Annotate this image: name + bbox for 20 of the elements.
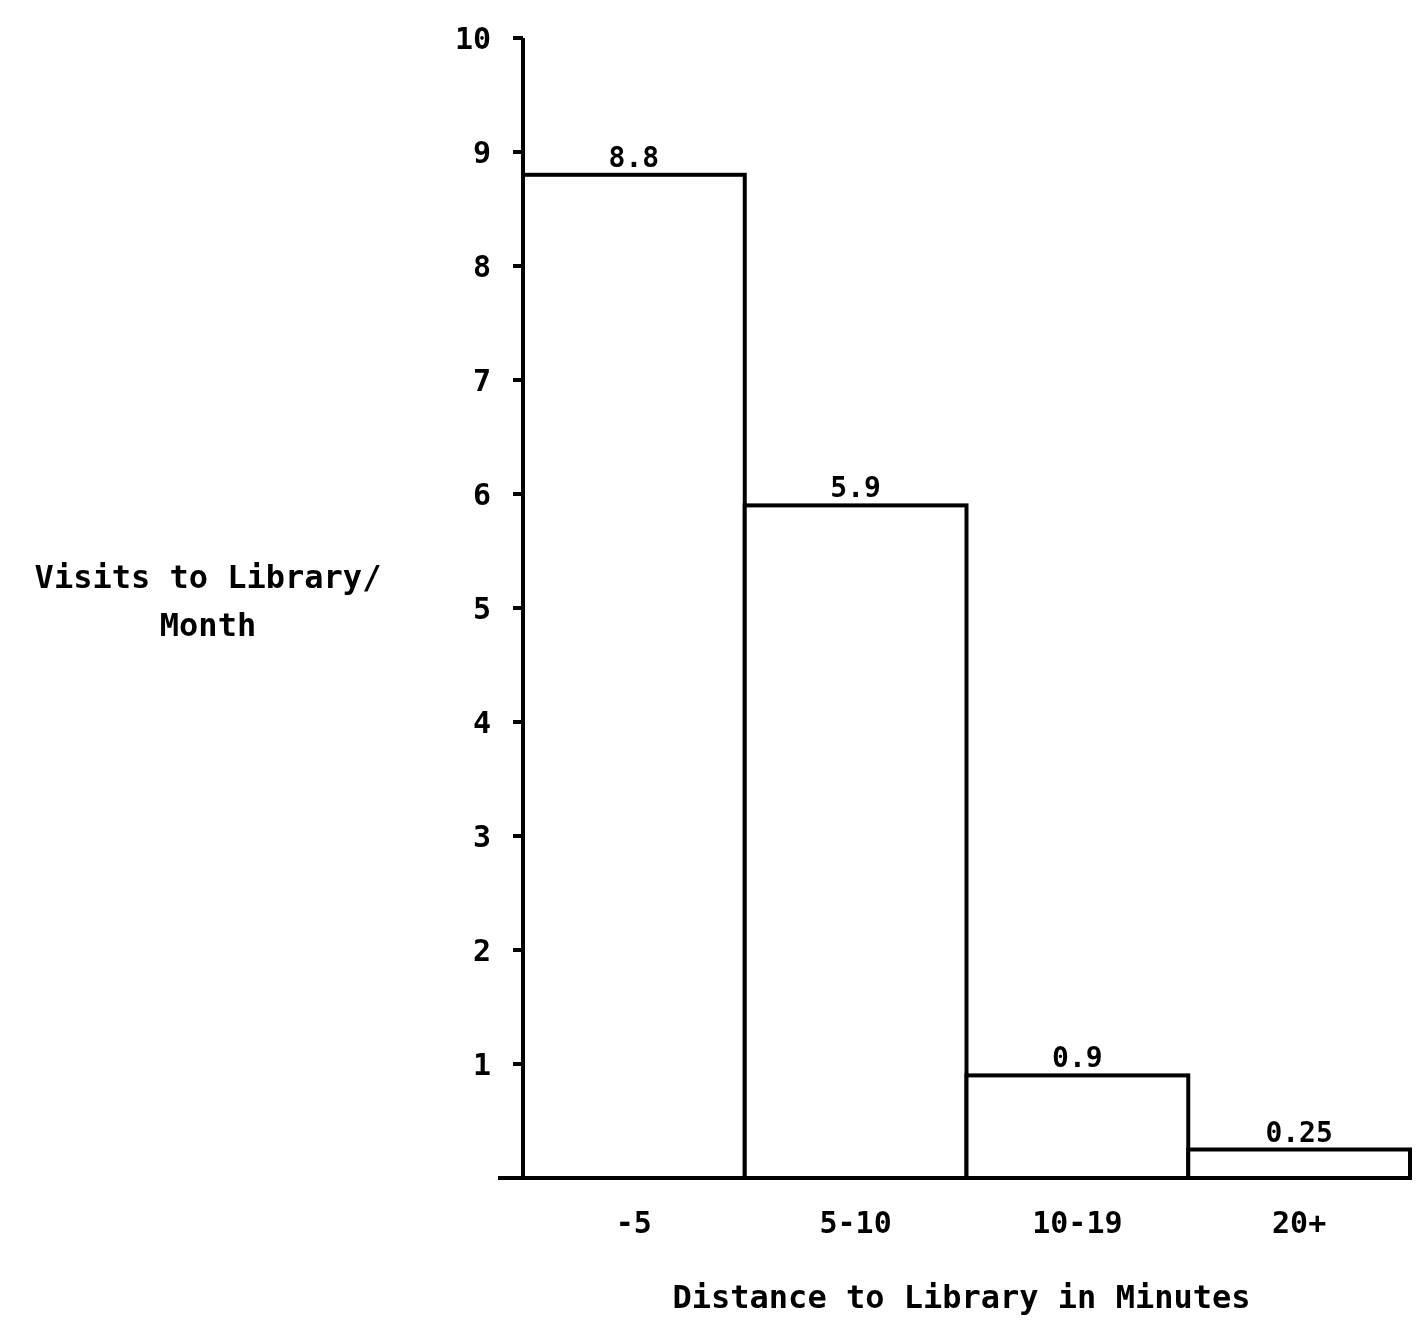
data-label: 0.25 [1265,1115,1333,1149]
data-label: 8.8 [608,140,660,174]
y-axis-title: Visits to Library/ Month [34,558,382,644]
y-tick-label: 2 [472,932,491,968]
x-tick-label: 20+ [1272,1205,1327,1240]
y-tick-label: 7 [472,362,491,398]
y-tick-label: 9 [472,134,491,170]
data-label: 0.9 [1052,1041,1103,1075]
y-tick-label: 8 [472,248,491,284]
y-tick-label: 4 [472,704,491,740]
data-label: 5.9 [830,471,881,505]
x-axis-title: Distance to Library in Minutes [672,1278,1251,1316]
y-tick-label: 6 [472,476,491,512]
x-tick-label: 5-10 [819,1205,892,1240]
x-tick-label: -5 [615,1205,652,1240]
y-tick-label: 1 [472,1046,491,1082]
x-tick-label: 10-19 [1032,1205,1123,1240]
y-tick-label: 5 [472,590,491,626]
y-tick-label: 3 [472,818,491,854]
y-tick-label: 10 [454,20,491,56]
